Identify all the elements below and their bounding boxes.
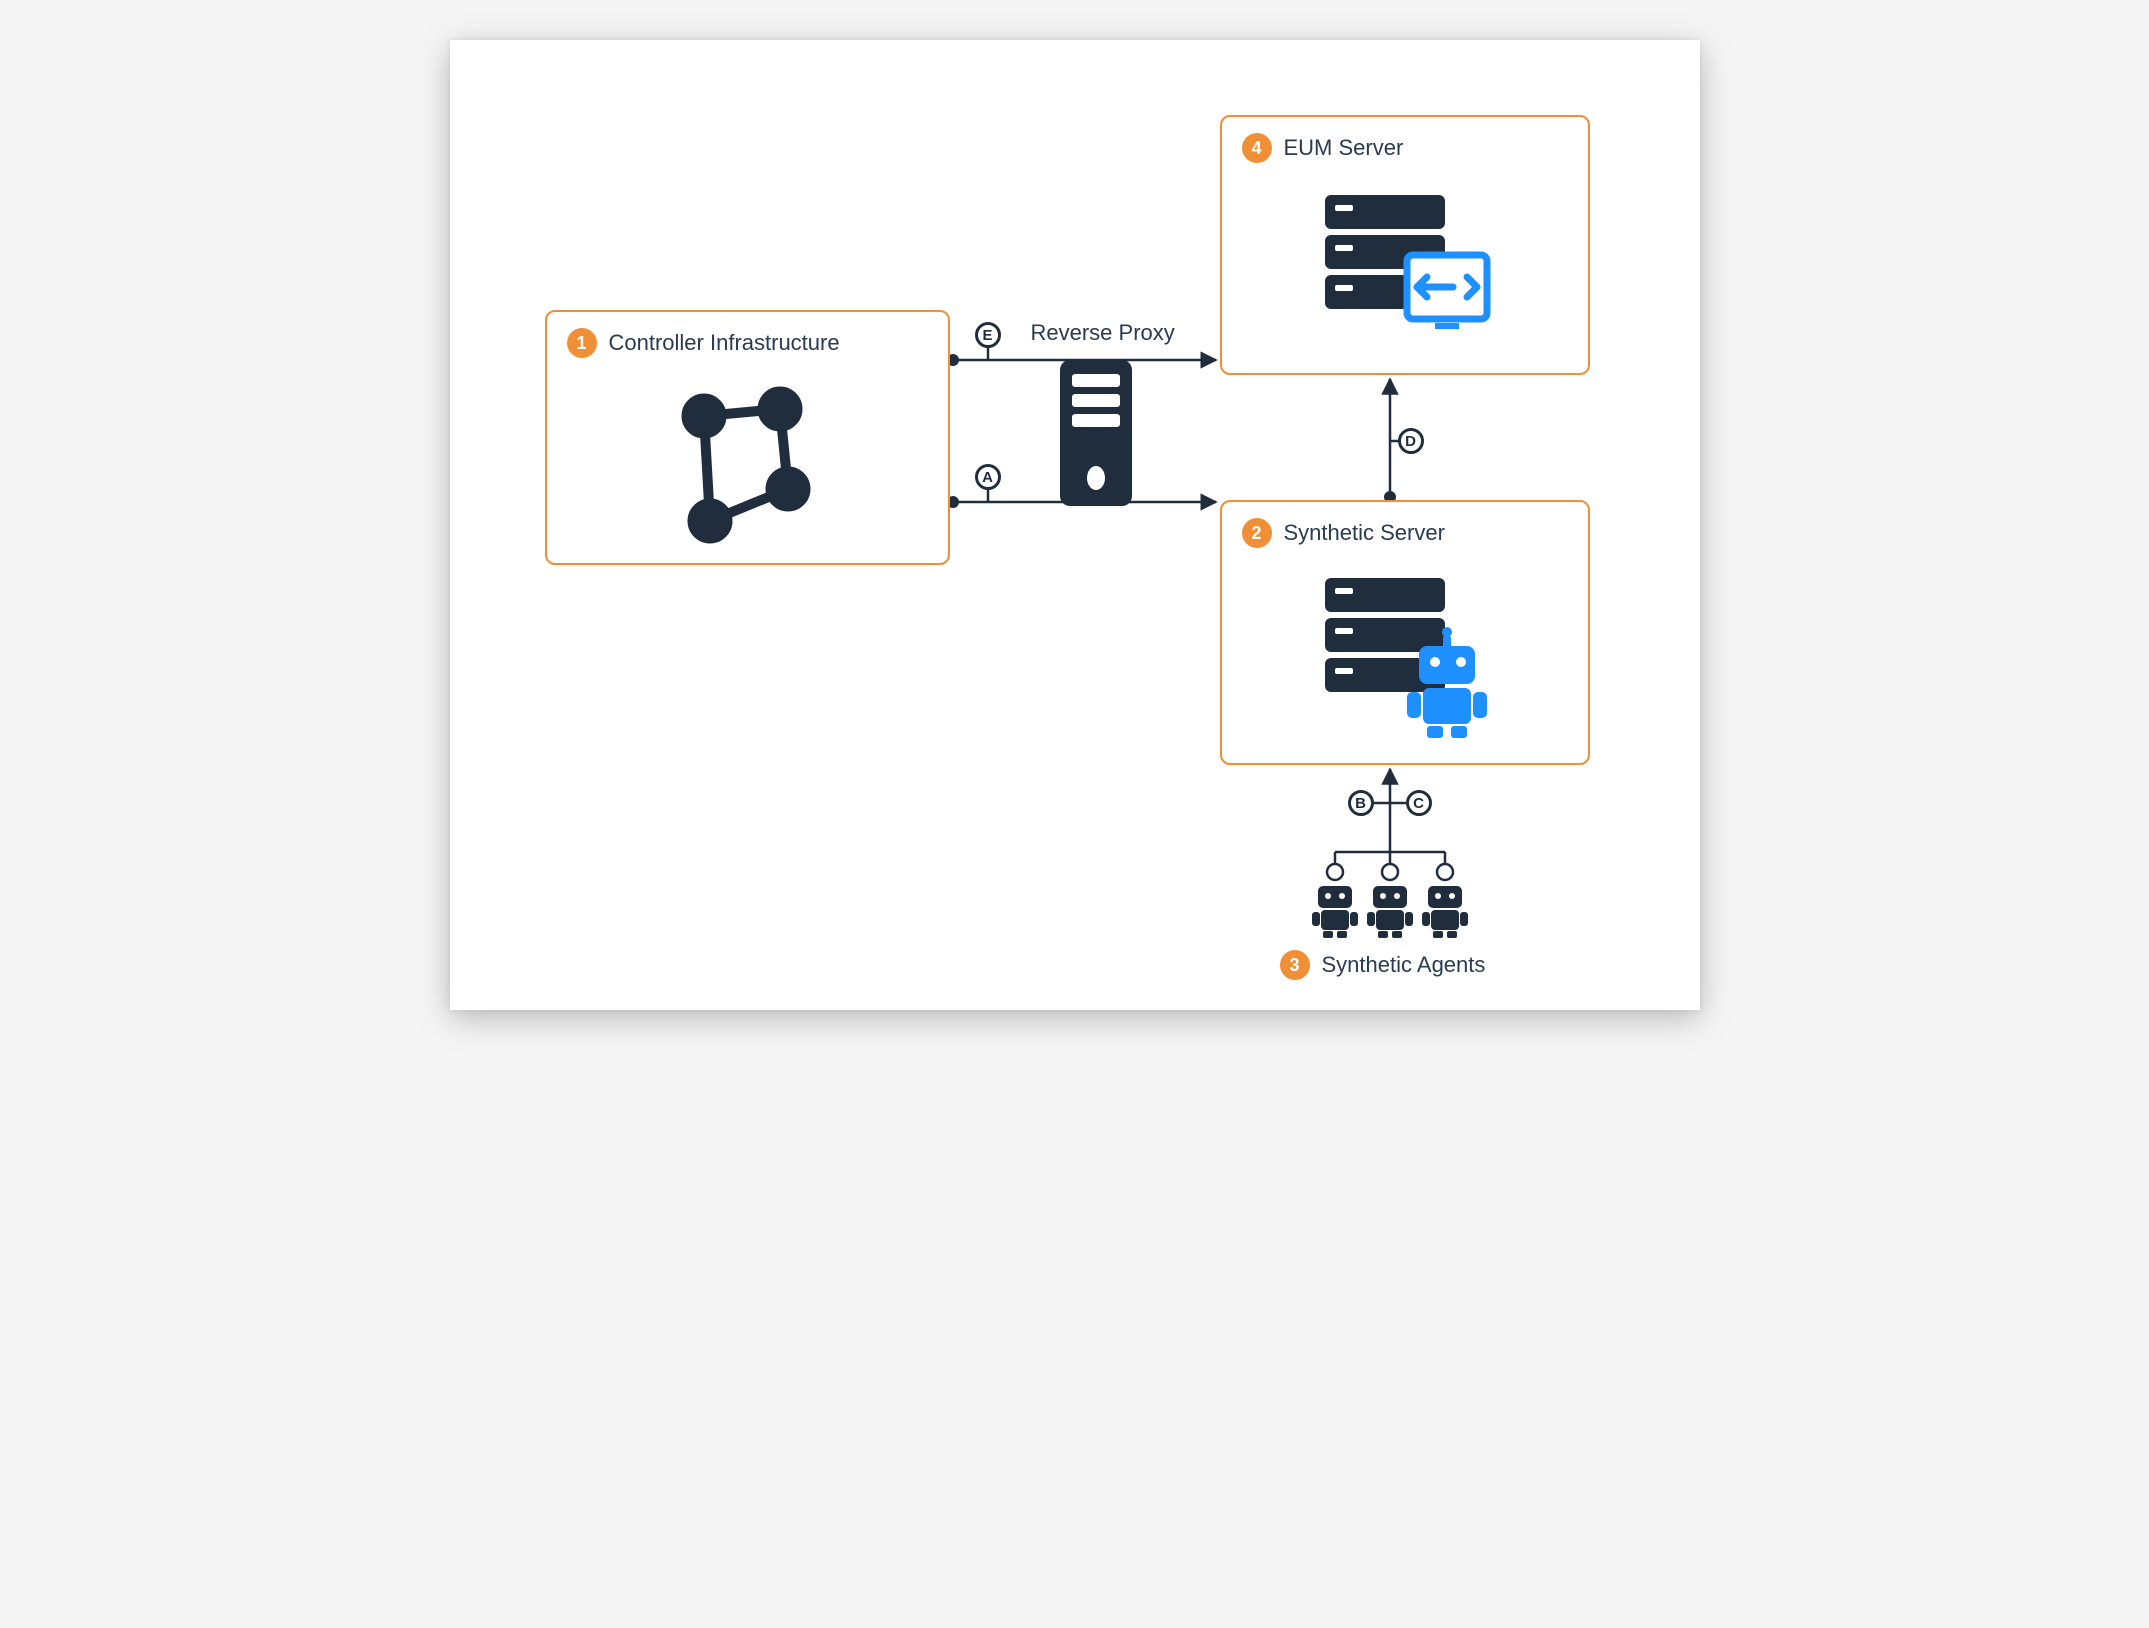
diagram-canvas: 1 Controller Infrastructure 4 EU bbox=[450, 40, 1700, 1010]
box-controller-title: Controller Infrastructure bbox=[609, 330, 840, 356]
badge-4: 4 bbox=[1242, 133, 1272, 163]
badge-3: 3 bbox=[1280, 950, 1310, 980]
agents-icons bbox=[1310, 882, 1470, 940]
box-controller: 1 Controller Infrastructure bbox=[545, 310, 950, 565]
controller-icon bbox=[547, 374, 948, 553]
box-eum-header: 4 EUM Server bbox=[1222, 117, 1588, 171]
edge-label-d: D bbox=[1398, 428, 1424, 454]
box-synthetic: 2 Synthetic Server bbox=[1220, 500, 1590, 765]
edge-label-e: E bbox=[975, 322, 1001, 348]
edge-bc bbox=[1374, 769, 1406, 842]
badge-2: 2 bbox=[1242, 518, 1272, 548]
reverse-proxy-label: Reverse Proxy bbox=[1031, 320, 1175, 346]
box-synthetic-header: 2 Synthetic Server bbox=[1222, 502, 1588, 556]
reverse-proxy-icon bbox=[1056, 356, 1136, 510]
box-eum: 4 EUM Server bbox=[1220, 115, 1590, 375]
agents-label: 3 Synthetic Agents bbox=[1280, 950, 1486, 980]
agents-title: Synthetic Agents bbox=[1322, 952, 1486, 978]
edge-label-b: B bbox=[1348, 790, 1374, 816]
badge-1: 1 bbox=[567, 328, 597, 358]
eum-icon bbox=[1222, 177, 1588, 363]
box-eum-title: EUM Server bbox=[1284, 135, 1404, 161]
edge-label-c: C bbox=[1406, 790, 1432, 816]
box-synthetic-title: Synthetic Server bbox=[1284, 520, 1445, 546]
box-controller-header: 1 Controller Infrastructure bbox=[547, 312, 948, 366]
agents-tree bbox=[1327, 842, 1453, 880]
edge-label-a: A bbox=[975, 464, 1001, 490]
synthetic-icon bbox=[1222, 562, 1588, 753]
